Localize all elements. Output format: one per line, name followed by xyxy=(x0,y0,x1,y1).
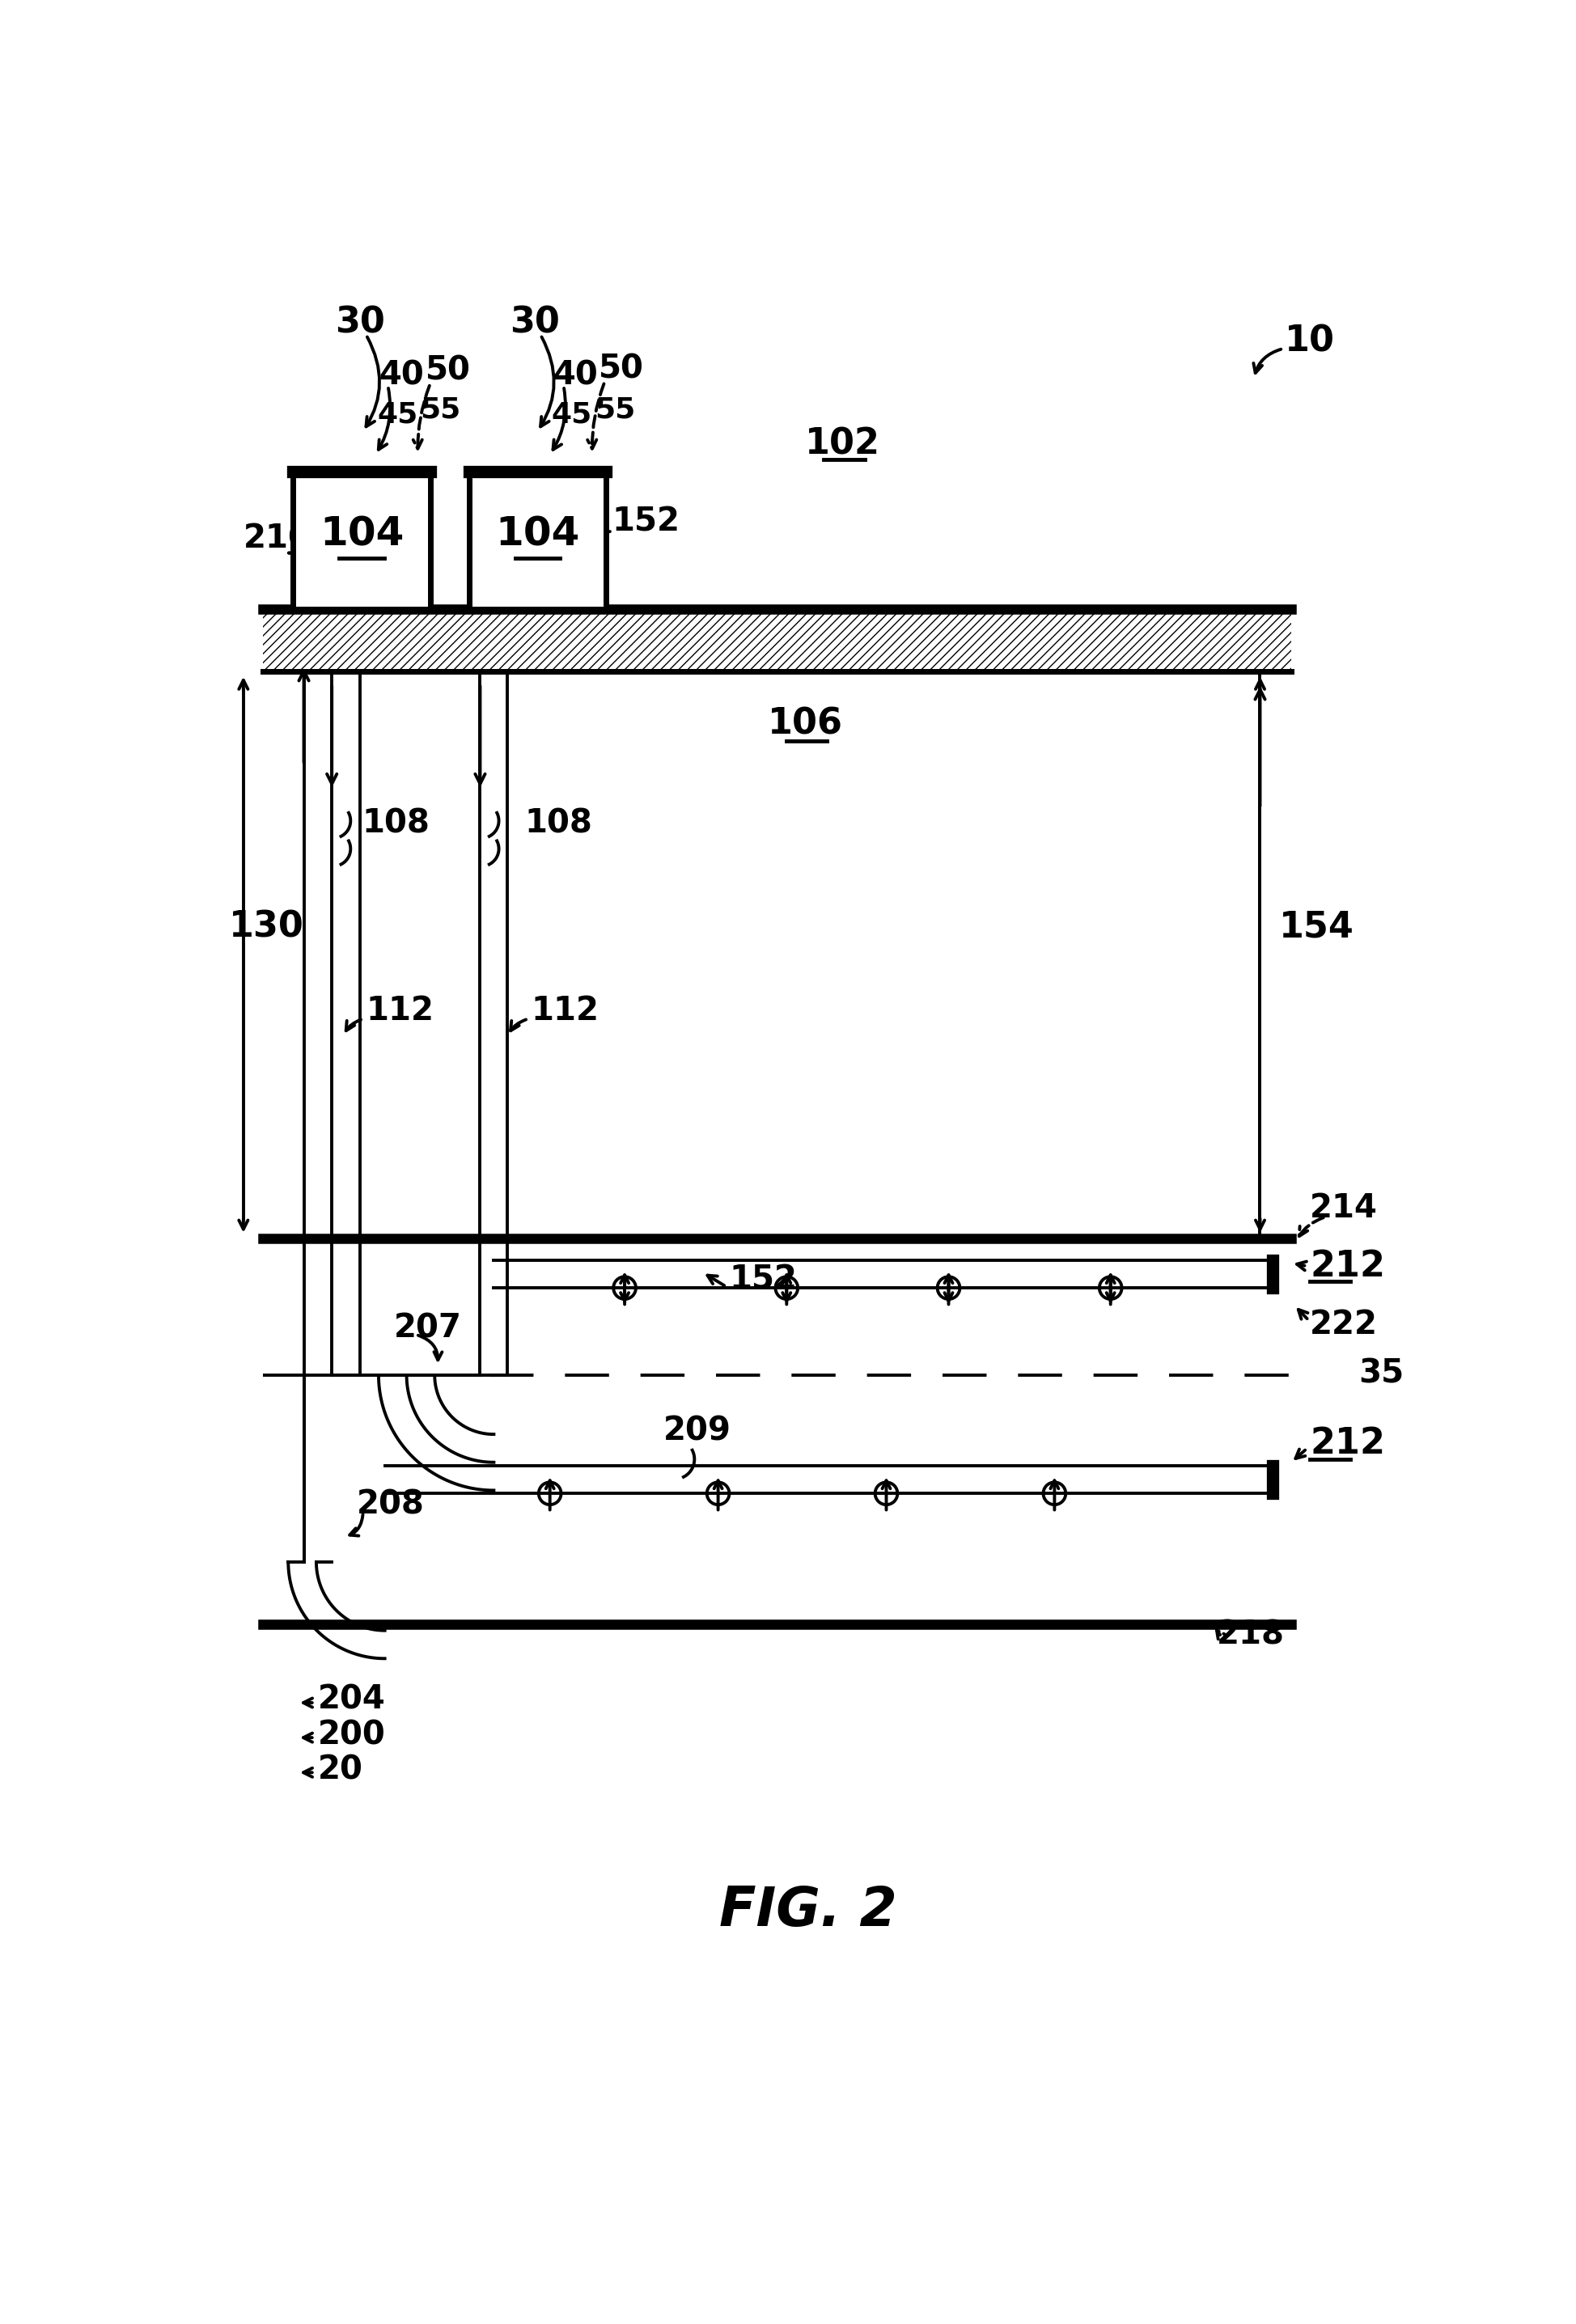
Text: 45: 45 xyxy=(552,402,591,428)
Text: 209: 209 xyxy=(663,1415,731,1448)
Bar xyxy=(293,472,430,609)
Text: 152: 152 xyxy=(611,507,679,537)
Text: 210: 210 xyxy=(243,523,310,555)
Text: 130: 130 xyxy=(229,909,304,944)
Text: 20: 20 xyxy=(318,1755,362,1787)
Text: 204: 204 xyxy=(318,1685,386,1717)
Text: 55: 55 xyxy=(594,395,635,423)
Bar xyxy=(263,609,1291,672)
Bar xyxy=(468,472,605,609)
Text: 152: 152 xyxy=(730,1264,797,1297)
Text: 30: 30 xyxy=(334,304,385,339)
Text: 218: 218 xyxy=(1215,1620,1284,1652)
Text: 208: 208 xyxy=(356,1487,424,1520)
Text: 212: 212 xyxy=(1310,1248,1384,1283)
Text: 212: 212 xyxy=(1310,1427,1384,1462)
Text: 154: 154 xyxy=(1278,909,1354,944)
Text: 30: 30 xyxy=(509,304,559,339)
Text: 104: 104 xyxy=(495,516,580,553)
Text: 35: 35 xyxy=(1359,1357,1403,1390)
Text: 40: 40 xyxy=(553,360,597,393)
Text: 104: 104 xyxy=(320,516,403,553)
Text: 50: 50 xyxy=(426,356,470,388)
Text: 108: 108 xyxy=(361,809,429,839)
Text: 45: 45 xyxy=(377,402,418,428)
Text: 214: 214 xyxy=(1310,1192,1377,1225)
Text: 55: 55 xyxy=(421,395,460,423)
Text: 207: 207 xyxy=(394,1313,462,1346)
Text: 40: 40 xyxy=(378,360,424,393)
Text: FIG. 2: FIG. 2 xyxy=(719,1885,897,1938)
Text: 222: 222 xyxy=(1310,1308,1377,1341)
Text: 106: 106 xyxy=(768,706,843,741)
Text: 112: 112 xyxy=(366,995,433,1027)
Text: 102: 102 xyxy=(805,428,879,462)
Text: 50: 50 xyxy=(599,353,643,386)
Text: 200: 200 xyxy=(318,1720,386,1752)
Text: 10: 10 xyxy=(1284,323,1335,358)
Text: 112: 112 xyxy=(531,995,599,1027)
Text: 108: 108 xyxy=(525,809,593,839)
